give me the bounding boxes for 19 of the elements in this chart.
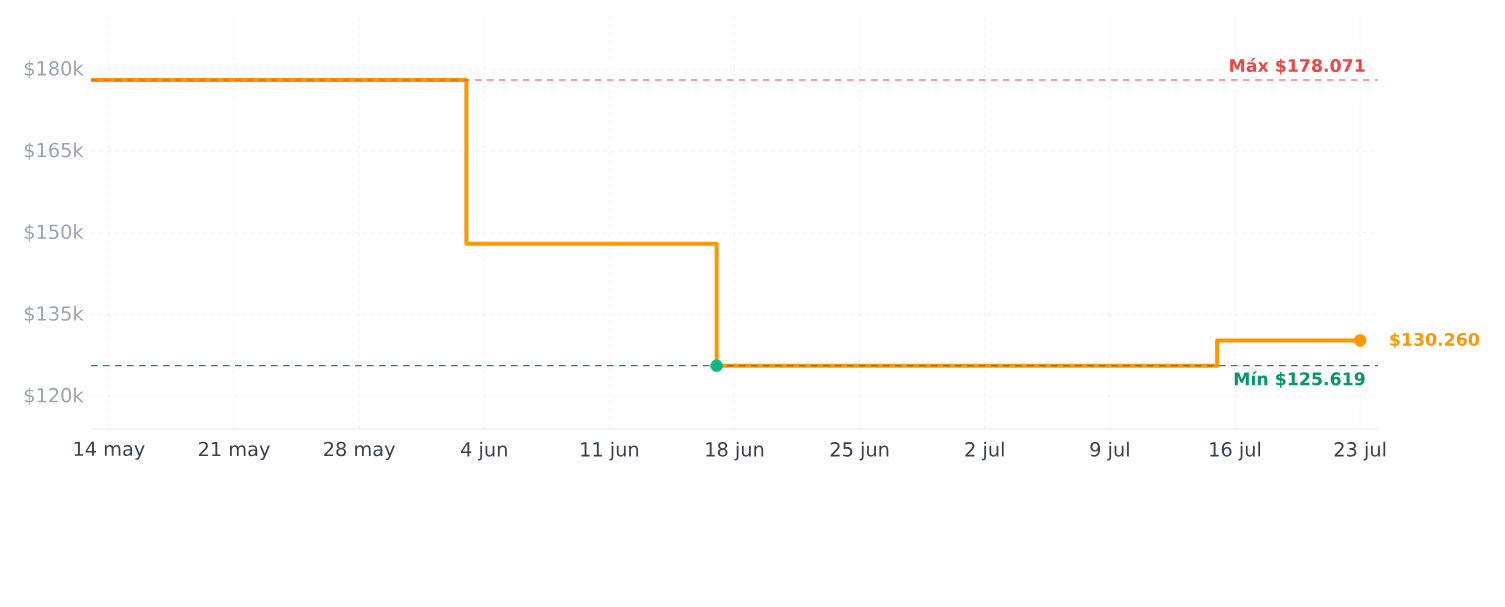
- x-tick-label: 4 jun: [461, 441, 507, 461]
- x-tick-label: 16 jul: [1210, 441, 1261, 461]
- x-tick-label: 14 may: [74, 441, 145, 460]
- x-tick-label: 23 jul: [1334, 441, 1386, 461]
- data-label: $130.260: [1390, 332, 1480, 349]
- x-tick-label: 21 may: [198, 441, 270, 461]
- x-tick-label: 2 jul: [965, 441, 1004, 461]
- x-tick-label: 9 jul: [1090, 441, 1129, 461]
- ref-line-label: Mín $125.619: [1234, 371, 1365, 388]
- x-tick-label: 25 jun: [830, 441, 889, 461]
- y-tick-label: $150k: [24, 224, 84, 242]
- y-tick-label: $135k: [24, 305, 84, 324]
- x-tick-label: 18 jun: [706, 441, 764, 461]
- x-tick-label: 11 jun: [581, 441, 639, 461]
- x-tick-label: 28 may: [324, 441, 395, 461]
- ref-line-label: Máx $178.071: [1230, 57, 1365, 75]
- y-tick-label: $120k: [24, 387, 84, 406]
- y-tick-label: $165k: [24, 142, 84, 160]
- y-tick-label: $180k: [24, 60, 84, 79]
